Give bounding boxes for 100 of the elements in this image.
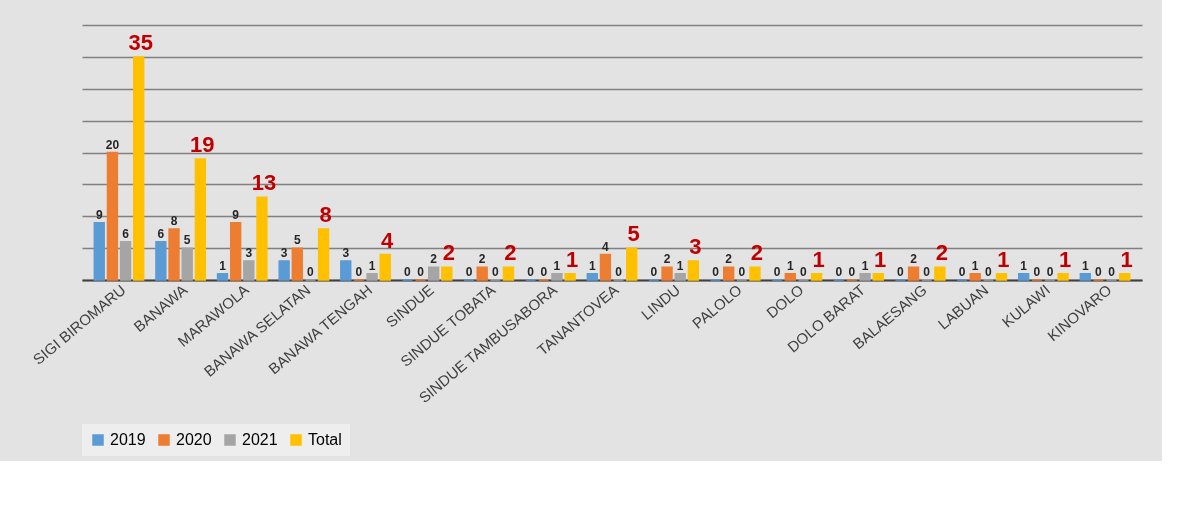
data-label: 1: [368, 258, 376, 273]
data-label: 2: [504, 240, 517, 266]
data-label: 0: [307, 265, 315, 279]
bar: [810, 272, 823, 281]
bar: [1079, 272, 1091, 281]
data-label: 2: [430, 252, 438, 267]
data-label: 0: [712, 265, 720, 279]
data-label: 0: [923, 265, 931, 279]
bar: [194, 158, 207, 281]
data-label: 0: [897, 265, 905, 279]
bar: [181, 247, 193, 281]
bar: [599, 253, 612, 281]
data-label: 1: [786, 258, 794, 273]
bar: [155, 241, 167, 281]
data-label: 0: [417, 265, 425, 279]
data-label: 2: [663, 252, 671, 267]
data-label: 1: [1120, 246, 1133, 272]
bar: [661, 266, 673, 281]
bar: [317, 228, 330, 281]
data-label: 5: [183, 233, 191, 248]
data-label: 0: [540, 265, 548, 279]
data-label: 0: [958, 265, 966, 279]
bar: [551, 272, 563, 281]
bar: [859, 272, 871, 281]
data-label: 9: [95, 207, 103, 222]
data-label: 2: [750, 240, 764, 266]
data-label: 1: [565, 246, 579, 272]
legend-label: Total: [308, 431, 342, 448]
data-label: 3: [280, 245, 288, 260]
data-label: 4: [381, 227, 395, 253]
bar: [428, 266, 440, 281]
data-label: 0: [491, 265, 499, 279]
bar: [1017, 272, 1030, 281]
bar: [784, 272, 796, 281]
data-label: 8: [319, 202, 332, 227]
bar: [256, 196, 268, 281]
bar: [119, 241, 132, 281]
data-label: 9: [232, 207, 240, 222]
data-label: 5: [627, 221, 640, 247]
bar: [168, 228, 180, 281]
bar: [995, 272, 1008, 281]
data-label: 0: [985, 265, 992, 279]
data-label: 1: [219, 258, 227, 273]
bar: [674, 272, 686, 281]
data-label: 1: [812, 246, 825, 272]
bar: [229, 221, 242, 281]
bar: [93, 221, 105, 281]
data-label: 1: [997, 246, 1010, 272]
data-label: 0: [1033, 265, 1041, 279]
data-label: 2: [910, 252, 918, 267]
data-label: 0: [738, 265, 746, 279]
bar: [476, 266, 488, 281]
data-label: 4: [602, 239, 610, 254]
data-label: 20: [105, 137, 120, 152]
data-label: 35: [128, 29, 153, 55]
data-label: 0: [404, 265, 412, 279]
data-label: 1: [588, 258, 596, 273]
data-label: 0: [1046, 265, 1054, 279]
bar: [969, 272, 981, 281]
bar: [723, 266, 735, 281]
legend-label: 2019: [110, 431, 146, 448]
bar: [216, 272, 229, 281]
bar: [564, 272, 576, 281]
data-label: 2: [442, 240, 455, 266]
data-label: 1: [553, 258, 561, 273]
data-label: 6: [122, 226, 130, 241]
bar: [687, 260, 700, 281]
data-label: 0: [773, 265, 781, 279]
data-label: 3: [342, 245, 350, 260]
data-label: 0: [800, 265, 808, 279]
data-label: 0: [650, 265, 658, 279]
bar: [626, 247, 638, 281]
data-label: 2: [725, 252, 733, 267]
data-label: 1: [1081, 258, 1089, 273]
data-label: 0: [527, 265, 535, 279]
bar: [907, 266, 920, 281]
legend-label: 2020: [176, 431, 212, 448]
bar: [243, 260, 255, 281]
bar: [749, 266, 761, 281]
data-label: 0: [1108, 265, 1116, 279]
data-label: 3: [245, 245, 253, 260]
data-label: 2: [478, 252, 486, 267]
bar: [106, 151, 119, 281]
bar: [872, 272, 884, 281]
data-label: 0: [465, 265, 473, 279]
bar: [340, 260, 352, 281]
bar: [1119, 272, 1131, 281]
data-label: 1: [1058, 246, 1072, 272]
data-label: 0: [615, 265, 623, 279]
bar: [1057, 272, 1069, 281]
data-label: 1: [676, 258, 684, 273]
bar: [278, 260, 290, 281]
data-label: 0: [848, 265, 856, 279]
bar: [934, 266, 946, 281]
bar: [586, 272, 598, 281]
data-label: 5: [293, 233, 301, 248]
bar: [379, 253, 391, 281]
data-label: 8: [170, 214, 178, 228]
data-label: 1: [861, 258, 869, 273]
data-label: 6: [157, 226, 165, 241]
